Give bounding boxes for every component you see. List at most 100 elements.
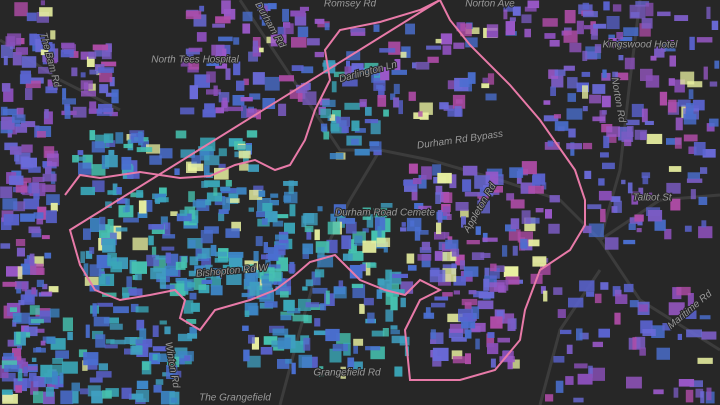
building	[210, 276, 221, 287]
building	[323, 131, 330, 140]
building	[45, 386, 54, 397]
building	[509, 17, 516, 22]
building	[36, 279, 44, 287]
building	[159, 276, 166, 289]
building	[261, 218, 268, 225]
building	[693, 142, 706, 156]
building	[83, 263, 89, 276]
building	[29, 253, 35, 266]
building	[0, 186, 13, 199]
building	[28, 166, 41, 173]
building	[232, 95, 245, 106]
building	[39, 7, 53, 17]
building	[451, 337, 467, 342]
building	[99, 224, 110, 238]
building	[175, 261, 186, 270]
building	[437, 210, 443, 223]
building	[543, 115, 559, 122]
building	[239, 163, 249, 171]
building	[373, 77, 386, 91]
building	[304, 213, 318, 226]
building	[379, 48, 396, 53]
building	[363, 297, 374, 306]
building	[600, 152, 609, 158]
building	[44, 109, 49, 119]
building	[626, 125, 634, 137]
building	[33, 189, 40, 200]
building	[143, 200, 153, 212]
building	[582, 11, 598, 18]
building	[547, 140, 554, 147]
building	[99, 216, 106, 231]
building	[341, 126, 349, 133]
building	[280, 311, 295, 316]
building	[142, 338, 153, 348]
building	[105, 276, 110, 285]
place-label: Romsey Rd	[324, 0, 377, 10]
building	[373, 208, 388, 218]
building	[602, 69, 607, 78]
building	[365, 346, 381, 351]
building	[489, 268, 500, 279]
building	[554, 69, 566, 76]
building	[376, 237, 391, 247]
building	[543, 290, 548, 302]
building	[36, 215, 44, 225]
building	[606, 16, 620, 30]
building	[20, 213, 35, 222]
building	[378, 85, 385, 98]
building	[322, 99, 336, 107]
building	[487, 73, 495, 85]
building	[40, 0, 45, 6]
building	[400, 227, 407, 232]
building	[408, 163, 418, 174]
building	[521, 210, 531, 224]
building	[233, 61, 241, 76]
building	[415, 61, 430, 70]
building	[69, 51, 79, 58]
building	[80, 51, 95, 60]
building	[481, 83, 490, 89]
building	[205, 199, 212, 206]
building	[273, 251, 285, 261]
building	[709, 118, 719, 127]
building	[244, 310, 250, 317]
building	[33, 376, 46, 388]
building	[60, 49, 74, 58]
building	[12, 52, 22, 66]
building	[429, 269, 446, 283]
building	[505, 21, 515, 35]
building	[374, 65, 380, 76]
building	[489, 282, 505, 292]
building	[43, 146, 55, 158]
building	[666, 182, 681, 194]
building	[210, 244, 217, 257]
building	[256, 109, 261, 120]
building	[163, 222, 171, 236]
building	[451, 350, 463, 360]
building	[323, 60, 336, 74]
place-label: Grangefield Rd	[313, 368, 381, 379]
building	[436, 222, 442, 235]
building	[269, 200, 279, 206]
building	[350, 28, 366, 33]
building	[190, 302, 200, 312]
building	[253, 251, 259, 262]
building	[204, 103, 215, 114]
building	[338, 280, 344, 288]
building	[566, 344, 573, 354]
building	[283, 195, 291, 202]
building	[82, 360, 88, 371]
building	[674, 137, 682, 149]
building	[227, 106, 243, 112]
building	[2, 281, 17, 287]
building	[186, 319, 197, 324]
building	[607, 134, 617, 143]
building	[9, 146, 22, 155]
building	[83, 352, 99, 366]
building	[177, 358, 185, 365]
building	[608, 38, 617, 49]
building	[700, 167, 708, 174]
building	[460, 209, 469, 218]
building	[184, 206, 196, 220]
